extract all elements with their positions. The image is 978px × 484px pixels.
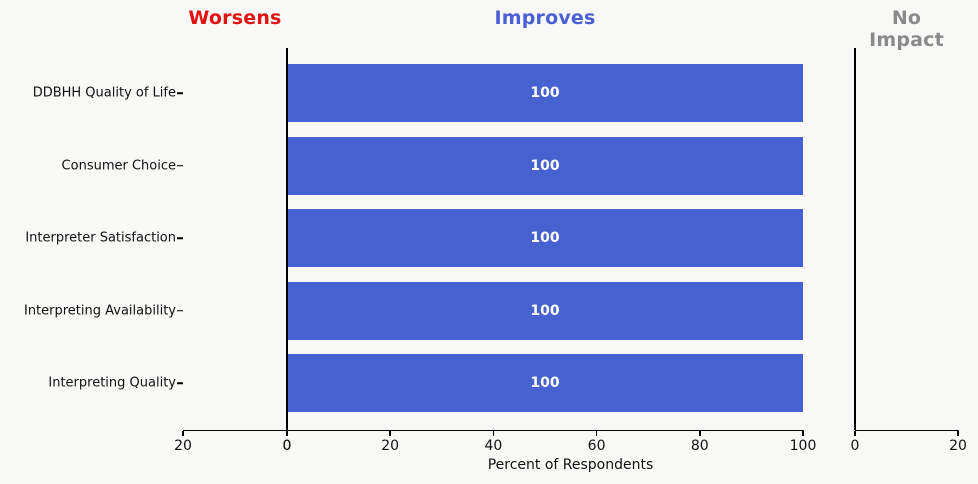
no-impact-left-spine — [854, 48, 856, 430]
x-axis-line-right — [855, 429, 959, 431]
x-tick-label: 60 — [587, 438, 606, 454]
facet-title-worsens: Worsens — [188, 7, 282, 29]
x-tick-label: 0 — [850, 438, 860, 454]
x-tick — [182, 431, 184, 436]
x-tick — [492, 431, 495, 436]
x-tick — [286, 431, 288, 436]
y-tick-label: DDBHH Quality of Life — [32, 85, 176, 101]
x-tick — [854, 431, 856, 436]
x-tick-label: 0 — [282, 438, 292, 454]
x-tick-label: 100 — [789, 438, 817, 454]
x-axis-line-left — [183, 429, 804, 431]
bar-value-label: 100 — [530, 302, 560, 319]
x-axis-label: Percent of Respondents — [487, 457, 654, 473]
bar — [288, 64, 803, 122]
x-tick — [389, 431, 391, 436]
x-tick — [957, 431, 959, 436]
bar — [288, 281, 803, 340]
bar — [288, 136, 803, 195]
bar-value-label: 100 — [530, 85, 560, 101]
facet-title-no-impact: No Impact — [869, 7, 944, 51]
y-tick-mark — [177, 237, 183, 239]
facet-title-improves: Improves — [494, 7, 596, 29]
x-tick-label: 20 — [381, 438, 400, 454]
x-tick — [802, 431, 804, 436]
y-tick-label: Consumer Choice — [61, 158, 176, 173]
y-tick-label: Interpreting Quality — [48, 375, 176, 391]
y-tick-mark — [177, 92, 183, 94]
y-tick-mark — [177, 309, 183, 312]
x-tick-label: 20 — [174, 438, 192, 454]
y-tick-label: Interpreting Availability — [23, 303, 176, 318]
x-tick-label: 0 — [282, 438, 292, 454]
x-tick-label: 80 — [690, 438, 709, 454]
bar — [288, 354, 803, 412]
y-tick-mark — [177, 382, 183, 384]
y-tick-mark — [177, 164, 183, 167]
bar-value-label: 100 — [530, 157, 560, 174]
improves-left-spine — [286, 48, 288, 430]
y-tick-label: Interpreter Satisfaction — [25, 230, 176, 246]
x-tick — [595, 431, 598, 436]
bar-value-label: 100 — [530, 375, 560, 391]
bar — [288, 209, 803, 267]
bar-value-label: 100 — [530, 230, 560, 246]
x-tick — [699, 431, 701, 436]
x-tick-label: 20 — [949, 438, 967, 454]
x-tick-label: 40 — [484, 438, 503, 454]
